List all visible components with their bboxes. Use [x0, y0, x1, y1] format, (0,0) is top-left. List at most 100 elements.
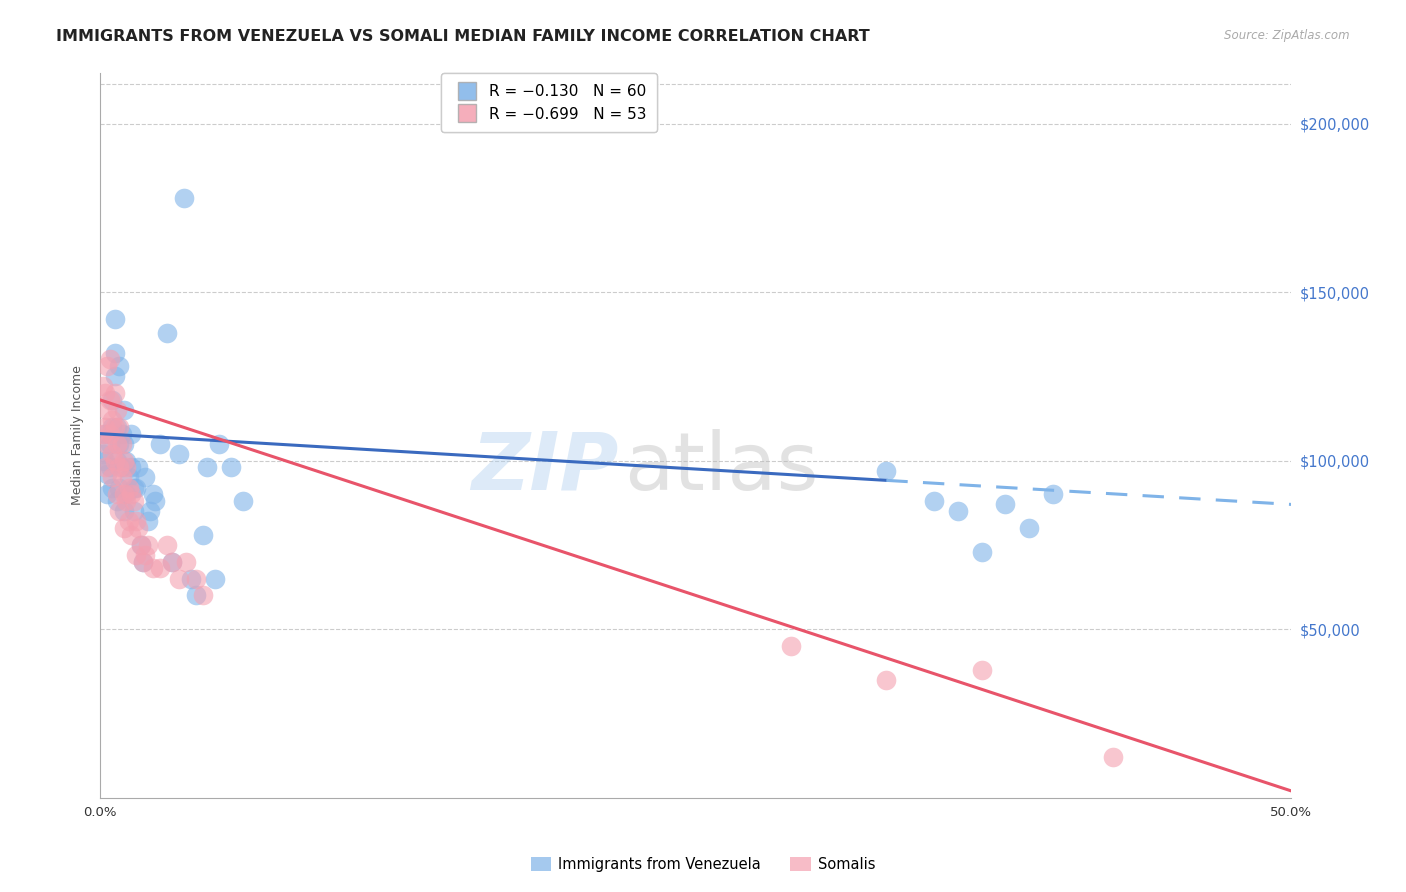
Point: [204, 572, 226, 586]
Point: [96, 487, 118, 501]
Point: [91, 426, 114, 441]
Point: [111, 460, 134, 475]
Point: [120, 528, 142, 542]
Point: [120, 426, 142, 441]
Point: [118, 481, 141, 495]
Point: [136, 538, 159, 552]
Point: [91, 447, 114, 461]
Legend: Immigrants from Venezuela, Somalis: Immigrants from Venezuela, Somalis: [524, 851, 882, 878]
Point: [108, 504, 131, 518]
Point: [994, 498, 1017, 512]
Point: [101, 413, 124, 427]
Text: atlas: atlas: [624, 429, 818, 507]
Point: [98, 436, 121, 450]
Point: [120, 487, 142, 501]
Point: [112, 436, 135, 450]
Point: [112, 487, 135, 501]
Point: [156, 538, 179, 552]
Point: [122, 504, 145, 518]
Point: [125, 514, 148, 528]
Legend: R = −0.130   N = 60, R = −0.699   N = 53: R = −0.130 N = 60, R = −0.699 N = 53: [441, 73, 657, 132]
Point: [184, 589, 207, 603]
Point: [101, 481, 124, 495]
Point: [103, 453, 125, 467]
Point: [118, 514, 141, 528]
Point: [191, 528, 214, 542]
Point: [96, 436, 118, 450]
Point: [1101, 750, 1123, 764]
Point: [111, 436, 134, 450]
Point: [98, 426, 121, 441]
Point: [875, 673, 897, 687]
Point: [160, 555, 183, 569]
Point: [103, 369, 125, 384]
Point: [134, 548, 156, 562]
Point: [191, 589, 214, 603]
Point: [139, 504, 162, 518]
Point: [120, 460, 142, 475]
Point: [142, 561, 165, 575]
Point: [112, 521, 135, 535]
Point: [167, 447, 190, 461]
Point: [127, 521, 149, 535]
Point: [108, 436, 131, 450]
Point: [132, 555, 155, 569]
Point: [105, 453, 128, 467]
Point: [108, 420, 131, 434]
Point: [142, 487, 165, 501]
Point: [101, 392, 124, 407]
Point: [970, 663, 993, 677]
Point: [112, 453, 135, 467]
Point: [115, 494, 138, 508]
Point: [149, 436, 172, 450]
Point: [94, 460, 117, 475]
Point: [173, 191, 195, 205]
Point: [219, 460, 242, 475]
Point: [780, 639, 803, 653]
Point: [94, 420, 117, 434]
Point: [94, 426, 117, 441]
Point: [103, 345, 125, 359]
Point: [134, 470, 156, 484]
Point: [922, 494, 945, 508]
Point: [96, 403, 118, 417]
Point: [96, 359, 118, 374]
Point: [112, 403, 135, 417]
Point: [129, 538, 152, 552]
Point: [98, 392, 121, 407]
Point: [108, 481, 131, 495]
Point: [108, 460, 131, 475]
Point: [184, 572, 207, 586]
Point: [105, 420, 128, 434]
Point: [174, 555, 197, 569]
Point: [103, 420, 125, 434]
Point: [101, 447, 124, 461]
Point: [101, 420, 124, 434]
Point: [125, 481, 148, 495]
Point: [197, 460, 219, 475]
Text: Source: ZipAtlas.com: Source: ZipAtlas.com: [1225, 29, 1350, 42]
Point: [91, 379, 114, 393]
Point: [160, 555, 183, 569]
Point: [118, 470, 141, 484]
Point: [167, 572, 190, 586]
Point: [98, 352, 121, 367]
Point: [108, 359, 131, 374]
Point: [103, 312, 125, 326]
Point: [98, 460, 121, 475]
Point: [143, 494, 166, 508]
Text: ZIP: ZIP: [471, 429, 619, 507]
Point: [122, 494, 145, 508]
Point: [132, 555, 155, 569]
Point: [1042, 487, 1064, 501]
Point: [136, 514, 159, 528]
Point: [180, 572, 202, 586]
Point: [105, 494, 128, 508]
Point: [111, 426, 134, 441]
Text: IMMIGRANTS FROM VENEZUELA VS SOMALI MEDIAN FAMILY INCOME CORRELATION CHART: IMMIGRANTS FROM VENEZUELA VS SOMALI MEDI…: [56, 29, 870, 44]
Point: [115, 453, 138, 467]
Point: [105, 487, 128, 501]
Point: [970, 544, 993, 558]
Point: [101, 470, 124, 484]
Point: [127, 460, 149, 475]
